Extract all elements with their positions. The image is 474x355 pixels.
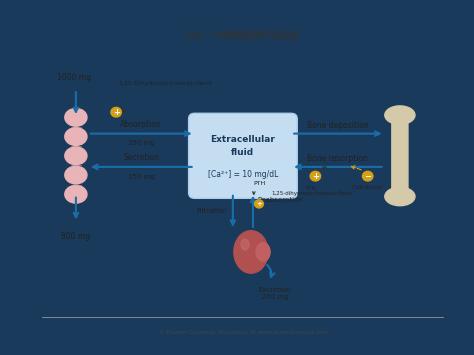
Text: +: + (312, 172, 319, 181)
Text: 1,25-Dihydroxycholecalciferol: 1,25-Dihydroxycholecalciferol (118, 81, 212, 86)
Circle shape (363, 171, 373, 181)
Ellipse shape (234, 231, 268, 273)
Ellipse shape (256, 243, 270, 261)
Ellipse shape (385, 106, 415, 124)
Text: © Elsevier Costanzo: Physiology 3E www.studentconsult.com: © Elsevier Costanzo: Physiology 3E www.s… (159, 329, 327, 335)
Ellipse shape (65, 185, 87, 203)
Text: Reabsorption: Reabsorption (257, 197, 303, 203)
Circle shape (310, 171, 320, 181)
Text: Calcitonin: Calcitonin (352, 185, 383, 190)
Text: PTH,
1,25-dihydroxycholecalciferol: PTH, 1,25-dihydroxycholecalciferol (271, 185, 352, 196)
Text: 350 mg: 350 mg (128, 140, 155, 146)
Circle shape (255, 200, 264, 208)
Text: 150 mg: 150 mg (128, 174, 155, 180)
Text: 800 mg: 800 mg (61, 231, 91, 241)
Ellipse shape (385, 187, 415, 206)
Text: PTH: PTH (253, 181, 265, 186)
Ellipse shape (65, 128, 87, 146)
Ellipse shape (65, 147, 87, 165)
Text: Secretion: Secretion (123, 153, 159, 163)
Text: Bone resorption: Bone resorption (308, 154, 368, 163)
Text: [Ca²⁺] = 10 mg/dL: [Ca²⁺] = 10 mg/dL (208, 170, 278, 179)
FancyBboxPatch shape (392, 122, 408, 190)
Ellipse shape (241, 239, 249, 250)
Text: −: − (364, 172, 371, 181)
Text: +: + (256, 201, 262, 207)
Ellipse shape (65, 109, 87, 126)
Text: Extracellular: Extracellular (210, 135, 275, 144)
Text: +: + (113, 108, 119, 117)
Text: fluid: fluid (231, 148, 255, 157)
Text: Absorption: Absorption (120, 120, 162, 129)
Text: Bone deposition: Bone deposition (307, 121, 369, 130)
Circle shape (111, 107, 121, 117)
Ellipse shape (65, 166, 87, 184)
Text: Excretion
200 mg: Excretion 200 mg (259, 287, 292, 300)
Text: Ca²⁺ HOMEOSTASIS: Ca²⁺ HOMEOSTASIS (186, 31, 300, 40)
Text: 1000 mg: 1000 mg (57, 73, 91, 82)
FancyBboxPatch shape (189, 113, 297, 198)
Text: Filtration: Filtration (196, 208, 227, 214)
